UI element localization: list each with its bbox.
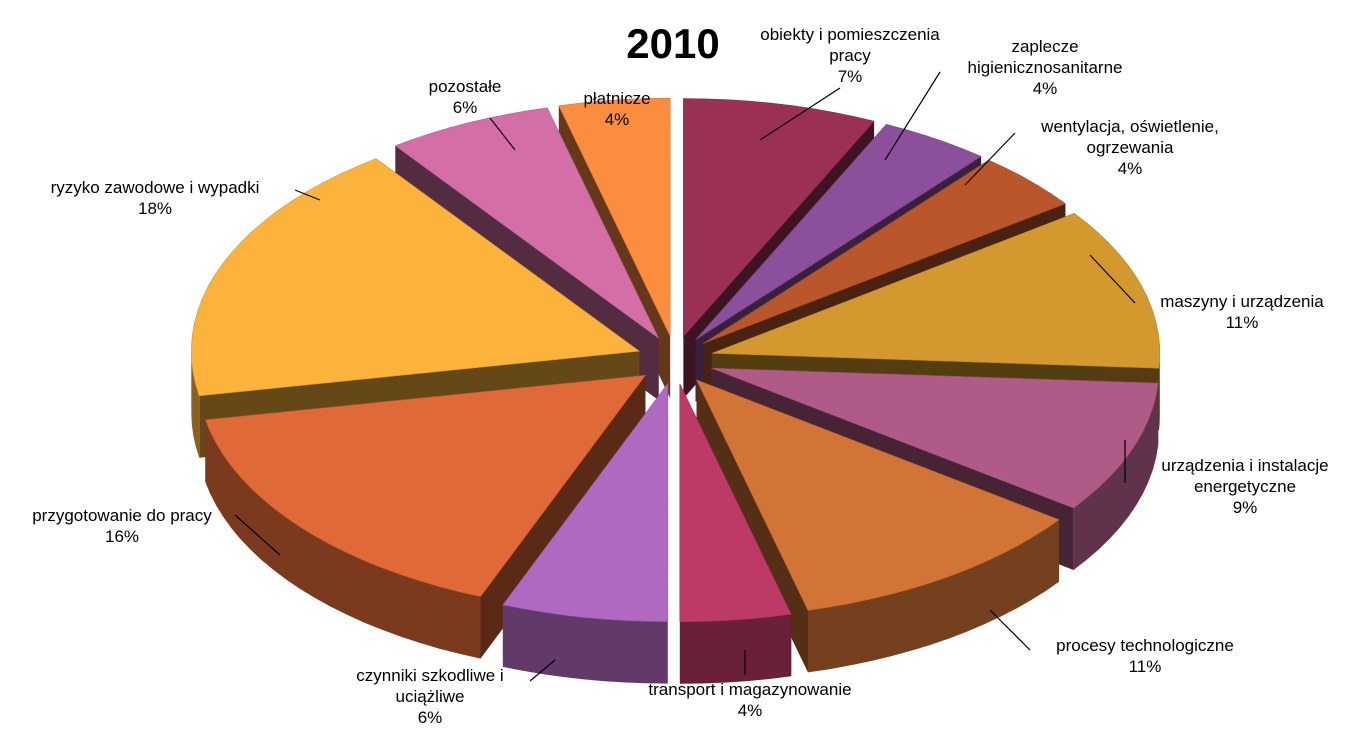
pie-slice [394,107,659,339]
slice-percent: 18% [138,199,172,218]
leader-line [884,71,941,161]
pie-slice [695,379,1060,611]
leader-line [989,609,1031,651]
slice-name: wentylacja, oświetlenie, [1040,117,1219,136]
slice-label: wentylacja, oświetlenie, ogrzewania 4% [1040,117,1219,178]
pie-slice [711,213,1161,369]
slice-name: przygotowanie do pracy [32,506,212,525]
slice-name: płatnicze [583,89,650,108]
slice-percent: 11% [1226,313,1259,332]
leader-line [234,514,281,556]
slice-label: przygotowanie do pracy 16% [32,506,212,546]
slice-percent: 4% [738,701,763,720]
leader-line [489,117,516,151]
slice-label: urządzenia i instalacje energetyczne 9% [1161,456,1328,517]
slice-name: pracy [829,46,871,65]
pie-slice [204,374,647,597]
leader-line [964,132,1016,186]
slice-name: higienicznosanitarne [968,58,1123,77]
slice-name: uciążliwe [396,687,465,706]
slice-label: płatnicze 4% [583,89,650,129]
slice-name: zaplecze [1011,37,1078,56]
slice-label: czynniki szkodliwe i uciążliwe 6% [356,666,503,727]
slice-percent: 9% [1233,498,1258,517]
slice-name: transport i magazynowanie [648,680,851,699]
pie-slice [679,383,792,623]
slice-label: pozostałe 6% [429,77,502,117]
slice-label: ryzyko zawodowe i wypadki 18% [51,178,260,218]
slice-label: obiekty i pomieszczenia pracy 7% [760,25,940,86]
slice-percent: 4% [605,110,630,129]
slice-name: obiekty i pomieszczenia [760,25,940,44]
slice-name: energetyczne [1194,477,1296,496]
pie-slice [711,367,1159,509]
leader-line [529,659,556,682]
slice-label: procesy technologiczne 11% [1056,636,1234,676]
slice-percent: 4% [1033,79,1058,98]
slice-label: transport i magazynowanie 4% [648,680,851,720]
slice-name: procesy technologiczne [1056,636,1234,655]
slice-percent: 4% [1118,159,1143,178]
slice-name: czynniki szkodliwe i [356,666,503,685]
pie-slice [695,124,982,340]
pie-slice [558,97,671,337]
slice-name: ogrzewania [1087,138,1174,157]
slice-label: zaplecze higienicznosanitarne 4% [968,37,1123,98]
chart-title: 2010 [626,20,719,67]
pie-slice [191,158,641,397]
slice-name: maszyny i urządzenia [1160,292,1324,311]
slice-name: ryzyko zawodowe i wypadki [51,178,260,197]
pie-slice [702,159,1067,344]
slice-name: urządzenia i instalacje [1161,456,1328,475]
slice-label: maszyny i urządzenia 11% [1160,292,1324,332]
leader-line [1089,254,1136,304]
slice-percent: 16% [105,527,139,546]
pie-slice [502,382,669,622]
slice-percent: 6% [453,98,478,117]
slice-percent: 6% [418,708,443,727]
leader-line [759,87,841,141]
slice-name: pozostałe [429,77,502,96]
leader-line [294,189,321,201]
slice-percent: 11% [1129,657,1162,676]
pie-slice [683,98,875,338]
slice-percent: 7% [838,67,863,86]
